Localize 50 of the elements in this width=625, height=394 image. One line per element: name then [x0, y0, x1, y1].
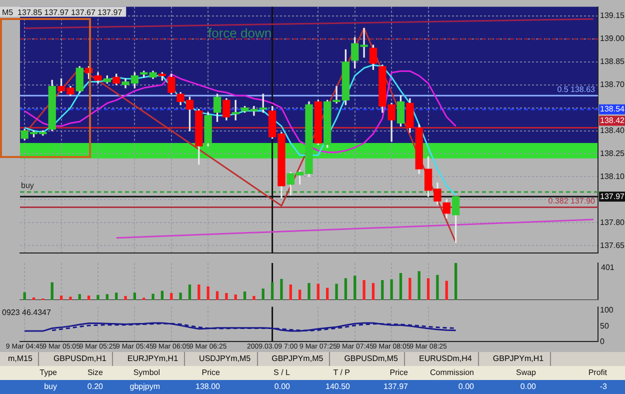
text: 0.00	[458, 382, 474, 391]
category-label: Symbol	[133, 368, 160, 377]
y-tick-label: 139.00	[600, 34, 625, 44]
y-tick-label: 138.40	[600, 126, 625, 135]
text: 0.20	[87, 382, 103, 391]
y-tick-label: 138.10	[600, 172, 625, 181]
text: GBPJPYm,M5	[266, 352, 330, 366]
text: gbpjpym	[130, 382, 160, 391]
category-label: Price	[390, 368, 408, 377]
category-label: Commission	[430, 368, 474, 377]
ref-line-label: buy	[21, 181, 34, 190]
y-tick-label: 137.80	[600, 218, 625, 227]
chart-title: 0923 46.4347	[2, 308, 52, 318]
category-label: Profit	[588, 368, 607, 377]
ref-line-label: 138.54	[600, 104, 625, 114]
y-tick-label: 100	[600, 306, 614, 315]
ref-line-label: 0.382 137.90	[548, 196, 596, 206]
text: buy	[44, 382, 57, 391]
text: EURUSDm,H4	[412, 352, 479, 366]
category-label: S / L	[274, 368, 290, 377]
text: EURJPYm,H1	[121, 352, 186, 366]
text: 138.00	[196, 382, 220, 391]
category-label: Swap	[516, 368, 536, 377]
text: GBPUSDm,H1	[47, 352, 114, 366]
text: USDJPYm,M5	[193, 352, 258, 366]
annotation: force down	[208, 25, 272, 40]
text: 0.00	[520, 382, 536, 391]
text: 401	[601, 263, 615, 272]
ref-line-label: 138.42	[600, 116, 625, 125]
chart-title: M5 137.85 137.97 137.67 137.97	[2, 8, 123, 18]
text: GBPUSDm,M5	[338, 352, 405, 366]
y-tick-label: 137.65	[600, 240, 625, 250]
y-tick-label: 0	[600, 336, 605, 346]
text: -3	[600, 382, 607, 391]
category-label: Price	[202, 368, 220, 377]
text: m,M15	[2, 352, 40, 366]
y-tick-label: 138.70	[600, 80, 625, 90]
y-tick-label: 138.25	[600, 148, 625, 158]
category-label: Size	[87, 368, 103, 377]
category-label: T / P	[333, 368, 350, 377]
y-tick-label: 50	[600, 321, 610, 330]
text: GBPJPYm,H1	[486, 352, 551, 366]
ref-line-label: 137.97	[600, 192, 625, 201]
text: 0.00	[274, 382, 290, 391]
ref-line-label: 0.5 138.63	[557, 84, 596, 94]
text: 137.97	[384, 382, 408, 391]
y-tick-label: 139.15	[600, 11, 625, 20]
y-tick-label: 138.85	[600, 57, 625, 66]
category-label: Type	[40, 368, 57, 377]
text: 140.50	[326, 382, 350, 391]
